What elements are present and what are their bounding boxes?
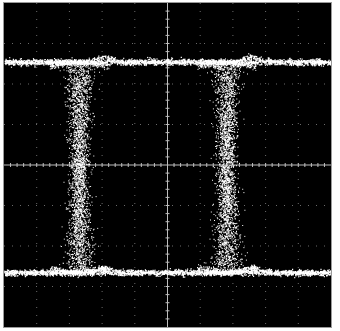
eye-trace xyxy=(4,53,331,279)
eye-diagram-plot xyxy=(4,3,331,327)
eye-trace-samples xyxy=(4,53,331,279)
screen-edge xyxy=(333,0,340,331)
eye-diagram-screen xyxy=(3,2,332,328)
grid xyxy=(4,3,331,327)
